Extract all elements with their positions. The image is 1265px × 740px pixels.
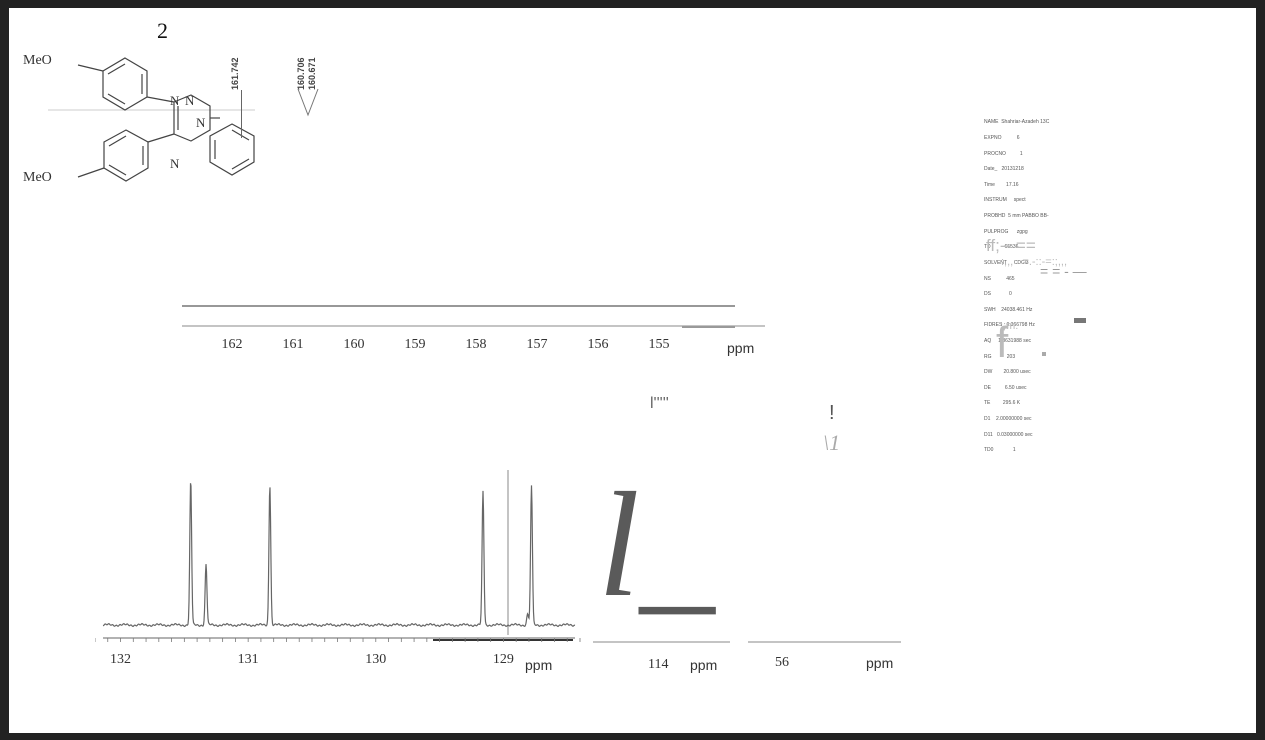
param-line: D11 0.03000000 sec [984,431,1033,438]
param-line: Date_ 20131218 [984,166,1024,173]
meo-top-label: MeO [23,53,52,68]
x-axis-label: ppm [690,657,718,673]
param-line: SWH 24038.461 Hz [984,306,1033,313]
param-line: D1 2.00000000 sec [984,415,1032,422]
scan-artifact-text: l''''' [650,395,669,412]
meo-bottom-label: MeO [23,170,52,185]
x-tick-label: 131 [238,652,259,667]
ring-n-atom: N [170,93,180,108]
x-axis-label: ppm [525,657,553,673]
structure-drawing [48,57,255,182]
x-tick-label: 158 [466,337,487,352]
ring-n-atom: N [185,93,195,108]
peak-label: 161.742 [230,57,240,90]
x-axis-label: ppm [866,655,894,671]
x-tick-label: 129 [493,652,514,667]
param-line: AQ 1.3631988 sec [984,337,1031,344]
scan-artifact-text: f [996,318,1009,367]
param-line: TD 65536 [984,244,1019,251]
scan-artifact-mark [1074,318,1086,323]
param-line: TE 295.6 K [984,400,1021,407]
compound-number: 2 [157,18,168,43]
x-tick-label: 159 [405,337,426,352]
x-tick-label: 161 [283,337,304,352]
scan-artifact-text: \1 [823,430,841,455]
spectrum-sheet [9,8,1256,733]
param-line: NS 465 [984,275,1015,282]
peak-marker-line [241,90,242,138]
x-tick-label: 132 [110,652,131,667]
param-line: TD0 1 [984,447,1016,454]
peak-label-group: 161.742 [230,52,260,138]
scan-artifact-text: :,,, =.-::-=:;,,, [1001,256,1068,268]
param-line: SOLVENT CDCl3 [984,259,1029,266]
acquisition-parameters: NAME Shahriar-Azadeh 13C EXPNO 6 PROCNO … [984,110,1049,459]
spectrum-axis-114 [593,641,730,643]
param-line: PROCNO 1 [984,150,1023,157]
scan-artifact-text: ff;-- == [986,236,1036,255]
x-tick-label: 156 [588,337,609,352]
param-line: FIDRES 0.366798 Hz [984,322,1035,329]
x-tick-label: 162 [222,337,243,352]
x-tick-label: 157 [527,337,548,352]
param-line: INSTRUM spect [984,197,1026,204]
param-line: EXPNO 6 [984,135,1020,142]
param-line: DW 20.800 usec [984,369,1031,376]
spectrum-trace [102,483,576,628]
x-tick-label: 114 [648,657,669,672]
ring-n-atom: N [196,115,206,130]
phenyl-ring [209,123,255,176]
param-line: DS 0 [984,291,1012,298]
x-tick-label: 160 [344,337,365,352]
x-axis-label: ppm [727,340,755,356]
scan-artifact-text: ! [829,402,835,424]
spectrum-axis-56 [748,641,901,643]
scan-artifact-text: ;;m: [1000,320,1019,332]
param-line: NAME Shahriar-Azadeh 13C [984,119,1050,126]
spectrum-axis-carbonyl: 162 161 160 159 158 157 156 155 [182,305,765,352]
ring-n-atom: N [170,156,180,171]
bottom-aryl-ring [103,129,149,182]
x-tick-label: 155 [649,337,670,352]
peak-marker-fork [297,88,319,117]
param-line: DE 6.50 usec [984,384,1027,391]
param-line: RG 203 [984,353,1016,360]
scan-artifact-text: l_ [598,462,715,628]
param-line: PROBHD 5 mm PABBO BB- [984,213,1049,220]
param-line: Time 17.16 [984,181,1019,188]
x-tick-label: 130 [365,652,386,667]
x-tick-label: 56 [775,655,789,670]
scan-artifact-text: = = - — [1040,263,1087,279]
param-line: PULPROG zgpg [984,228,1028,235]
scan-artifact-mark [1042,352,1046,356]
top-aryl-ring [102,57,148,111]
spectrum-aromatic: 132 131 130 129 [95,470,581,667]
